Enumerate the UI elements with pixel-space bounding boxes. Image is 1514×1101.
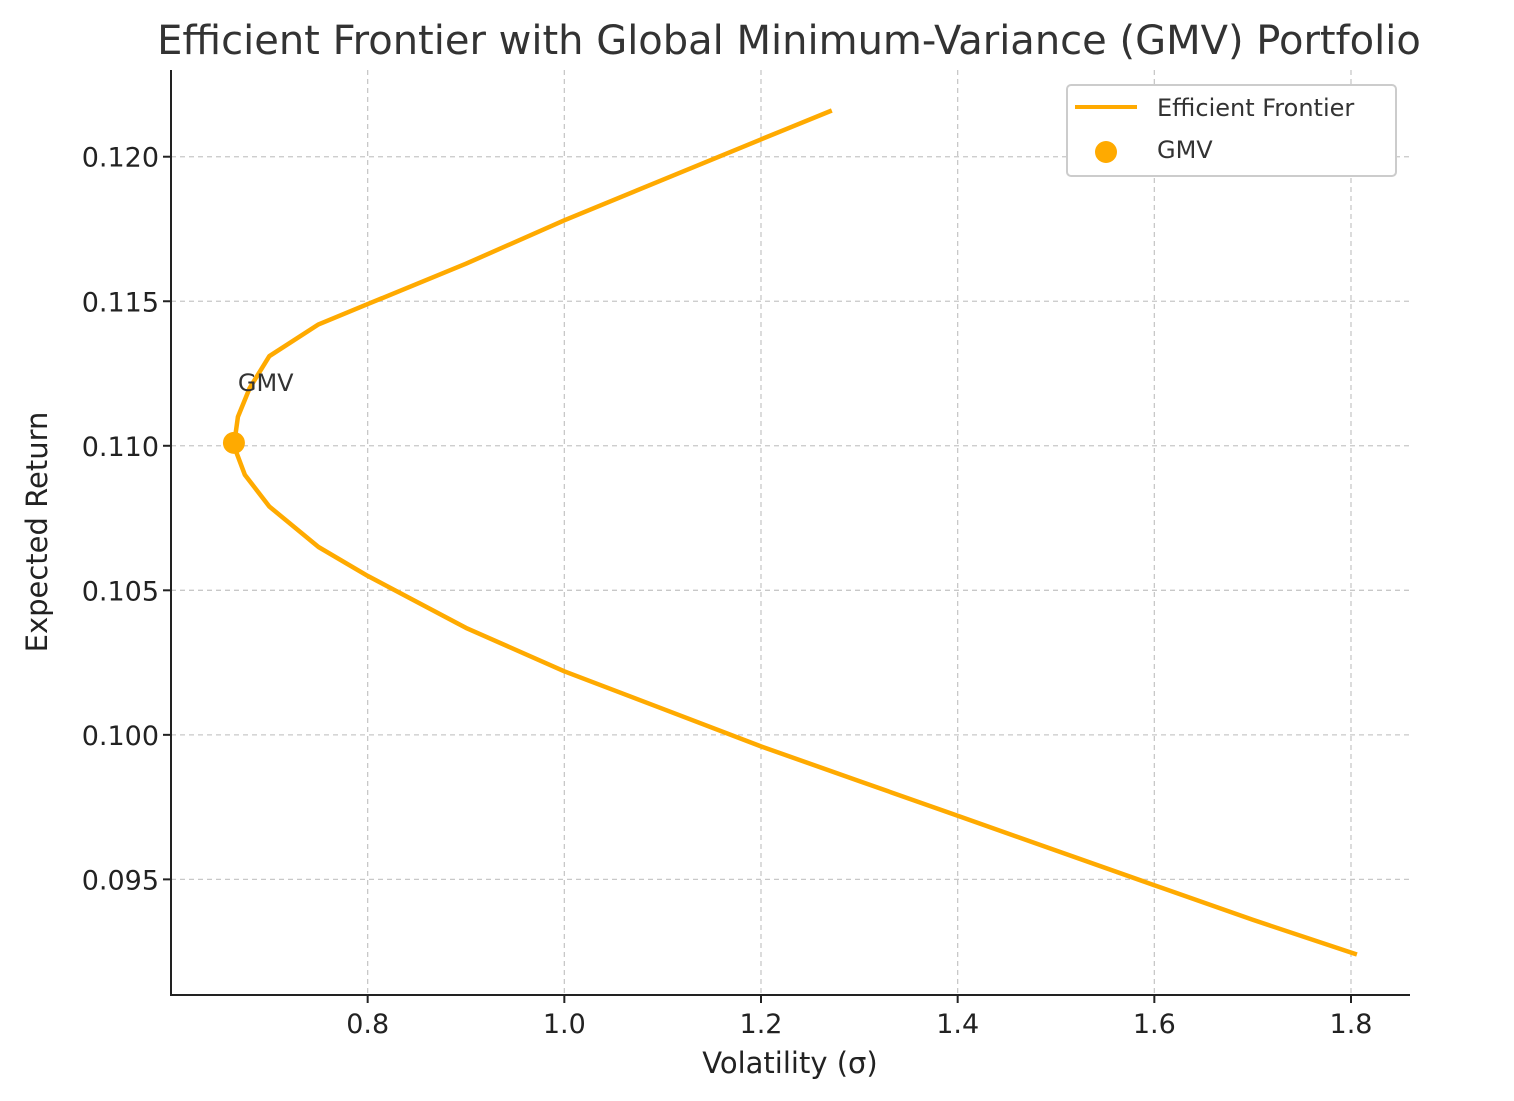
plot-area: GMV <box>222 108 1358 957</box>
x-axis: 0.8 1.0 1.2 1.4 1.6 1.8 <box>346 995 1372 1040</box>
y-tick-label: 0.110 <box>82 432 159 463</box>
x-tick-label: 1.2 <box>740 1009 783 1040</box>
legend-label-gmv: GMV <box>1157 136 1213 164</box>
axes-spines <box>170 70 1410 996</box>
y-tick-label: 0.095 <box>82 865 159 896</box>
x-tick-label: 1.0 <box>543 1009 586 1040</box>
y-axis-label: Expected Return <box>20 412 54 653</box>
y-axis: 0.095 0.100 0.105 0.110 0.115 0.120 <box>82 143 171 896</box>
gmv-point <box>222 431 245 454</box>
grid <box>171 70 1410 995</box>
legend-label-efficient-frontier: Efficient Frontier <box>1157 94 1354 122</box>
chart-title: Efficient Frontier with Global Minimum-V… <box>157 18 1421 64</box>
legend: Efficient Frontier GMV <box>1066 84 1397 177</box>
y-tick-label: 0.115 <box>82 287 159 318</box>
legend-swatch-gmv <box>1095 141 1117 163</box>
annotation-gmv: GMV <box>238 369 294 397</box>
x-tick-label: 1.8 <box>1330 1009 1373 1040</box>
legend-box <box>1066 84 1397 177</box>
x-axis-label: Volatility (σ) <box>702 1046 877 1080</box>
x-tick-label: 1.4 <box>936 1009 979 1040</box>
y-tick-label: 0.100 <box>82 721 159 752</box>
y-tick-label: 0.105 <box>82 576 159 607</box>
y-tick-label: 0.120 <box>82 143 159 174</box>
x-tick-label: 0.8 <box>346 1009 389 1040</box>
efficient-frontier-line <box>231 108 1358 957</box>
x-tick-label: 1.6 <box>1133 1009 1176 1040</box>
